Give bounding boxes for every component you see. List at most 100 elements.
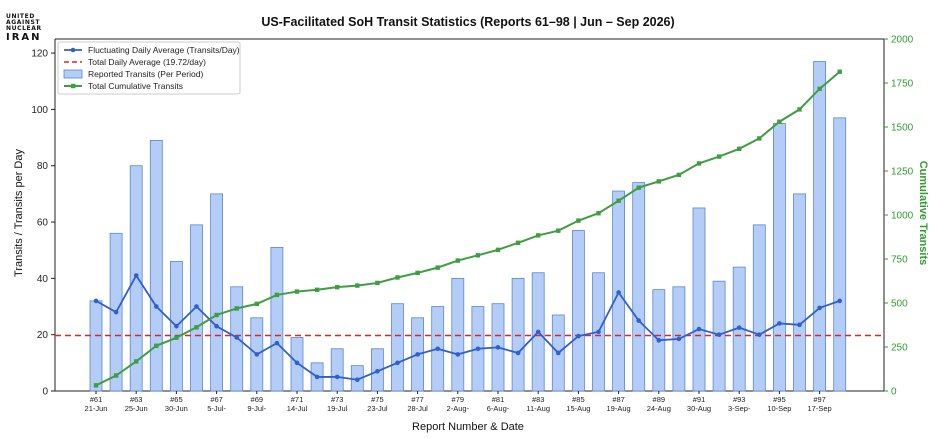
cumulative-point xyxy=(395,275,400,280)
daily-average-point xyxy=(375,368,380,374)
bar xyxy=(391,303,404,392)
bar xyxy=(833,117,847,392)
cumulative-point xyxy=(113,373,119,378)
cumulative-point xyxy=(636,185,641,190)
x-tick-date: 9-Jul- xyxy=(247,404,266,413)
daily-average-point xyxy=(656,338,662,343)
daily-average-point xyxy=(797,322,802,328)
legend-reported-transits-label: Reported Transits (Per Period) xyxy=(88,69,203,79)
legend-box xyxy=(57,41,241,95)
x-tick-date: 2-Aug- xyxy=(447,404,470,413)
x-tick-report: #81 xyxy=(492,395,505,404)
y-tick-label: 80 xyxy=(37,161,49,172)
cumulative-point xyxy=(797,107,802,112)
logo-line-4: IRAN xyxy=(6,32,42,43)
cumulative-point xyxy=(355,283,360,288)
bar xyxy=(752,224,766,392)
daily-average-point xyxy=(596,329,601,335)
bar xyxy=(773,123,786,392)
x-tick-report: #91 xyxy=(693,395,706,404)
cumulative-point xyxy=(314,287,320,292)
cumulative-point xyxy=(656,179,661,184)
bar xyxy=(511,277,525,392)
cumulative-point xyxy=(234,306,239,311)
daily-average-point xyxy=(194,304,199,309)
x-tick-report: #67 xyxy=(210,395,223,404)
y2-axis-label: Cumulative Transits xyxy=(917,161,929,266)
cumulative-point xyxy=(837,69,842,74)
x-tick-date: 28-Jul xyxy=(407,404,428,413)
x-tick-date: 19-Jul xyxy=(327,404,348,413)
daily-average-point xyxy=(415,352,420,357)
daily-average-point xyxy=(334,374,340,380)
legend-total-average-label: Total Daily Average (19.72/day) xyxy=(88,57,206,67)
daily-average-point xyxy=(676,336,682,342)
cumulative-point xyxy=(335,284,340,290)
daily-average-point xyxy=(837,298,842,304)
x-tick-date: 30-Jun xyxy=(165,404,188,413)
bar xyxy=(793,193,806,392)
daily-average-point xyxy=(757,332,762,337)
bar xyxy=(813,61,826,392)
x-axis-label: Report Number & Date xyxy=(412,421,524,433)
daily-average-point xyxy=(435,346,441,352)
cumulative-point xyxy=(214,312,219,318)
cumulative-point xyxy=(536,233,541,238)
x-tick-date: 15-Aug xyxy=(566,404,590,413)
cumulative-point xyxy=(435,265,440,270)
daily-average-point xyxy=(154,304,159,309)
daily-average-point xyxy=(455,352,461,357)
cumulative-point xyxy=(375,280,380,286)
x-tick-report: #93 xyxy=(733,395,746,404)
cumulative-point xyxy=(254,301,259,307)
cumulative-point xyxy=(455,258,460,263)
bar xyxy=(692,207,706,392)
cumulative-point xyxy=(194,325,199,330)
chart-title: US-Facilitated SoH Transit Statistics (R… xyxy=(261,15,674,29)
x-tick-date: 5-Jul- xyxy=(207,404,226,413)
cumulative-point xyxy=(475,253,481,258)
cumulative-point xyxy=(274,292,280,298)
x-tick-report: #95 xyxy=(773,395,786,404)
cumulative-point xyxy=(817,86,822,92)
cumulative-point xyxy=(93,383,99,388)
daily-average-point xyxy=(515,350,521,356)
x-tick-report: #89 xyxy=(653,395,666,404)
x-tick-report: #63 xyxy=(130,395,143,404)
cumulative-point xyxy=(174,335,179,340)
x-tick-date: 21-Jun xyxy=(85,404,108,413)
daily-average-point xyxy=(395,360,400,366)
x-tick-report: #69 xyxy=(251,395,264,404)
daily-average-point xyxy=(736,325,742,330)
y2-tick-label: 1250 xyxy=(891,167,914,178)
x-tick-date: 24-Aug xyxy=(647,404,671,413)
x-tick-date: 10-Sep xyxy=(767,404,791,413)
cumulative-point xyxy=(777,119,782,124)
cumulative-point xyxy=(294,289,300,294)
y2-tick-label: 2000 xyxy=(891,35,914,46)
legend-daily-average-marker xyxy=(70,47,76,53)
x-tick-report: #85 xyxy=(572,395,585,404)
y-tick-label: 20 xyxy=(37,330,49,341)
y-tick-label: 100 xyxy=(31,105,48,116)
daily-average-point xyxy=(716,332,722,337)
cumulative-point xyxy=(415,270,420,276)
daily-average-point xyxy=(556,350,561,356)
y-tick-label: 120 xyxy=(31,49,48,60)
bar xyxy=(632,182,646,392)
daily-average-point xyxy=(214,323,219,329)
cumulative-point xyxy=(134,359,139,364)
daily-average-point xyxy=(174,323,179,329)
daily-average-point xyxy=(234,335,239,340)
cumulative-point xyxy=(515,240,521,246)
y-tick-label: 40 xyxy=(37,274,49,285)
y-axis-label: Transits / Transits per Day xyxy=(13,149,25,277)
daily-average-point xyxy=(475,346,481,352)
daily-average-point xyxy=(636,318,641,323)
y2-tick-label: 500 xyxy=(891,299,908,310)
daily-average-point xyxy=(355,377,360,383)
y2-tick-label: 1750 xyxy=(891,79,914,90)
x-tick-report: #75 xyxy=(371,395,384,404)
bar xyxy=(572,230,585,392)
legend-daily-average-label: Fluctuating Daily Average (Transits/Day) xyxy=(88,45,240,55)
